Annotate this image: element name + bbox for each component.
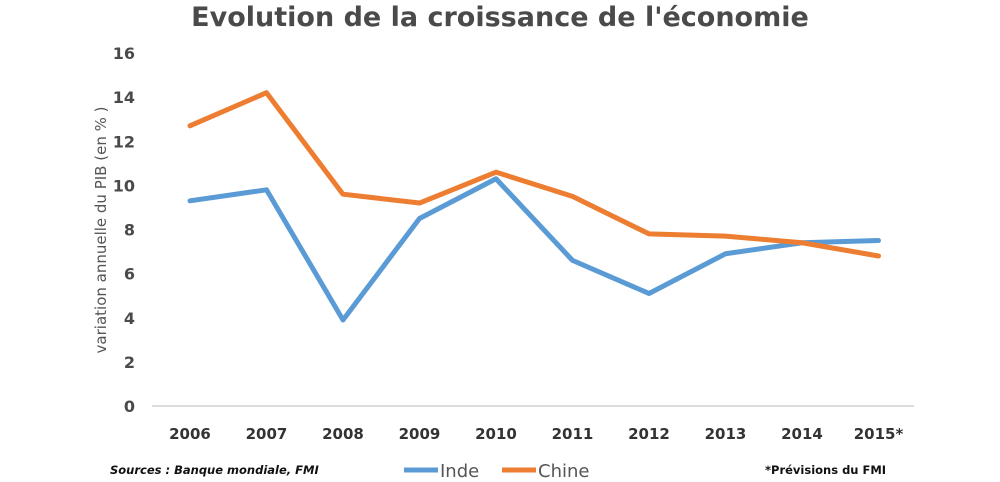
data-point-chine <box>188 123 193 128</box>
x-tick-label: 2007 <box>246 425 288 443</box>
data-point-inde <box>264 187 269 192</box>
data-point-inde <box>723 251 728 256</box>
x-tick-label: 2011 <box>552 425 594 443</box>
series-lines <box>187 90 881 323</box>
x-tick-label: 2010 <box>475 425 517 443</box>
data-point-chine <box>570 194 575 199</box>
data-point-chine <box>723 234 728 239</box>
data-point-inde <box>570 258 575 263</box>
y-axis-label: variation annuelle du PIB (en % ) <box>92 107 110 354</box>
data-point-chine <box>800 240 805 245</box>
x-tick-label: 2014 <box>781 425 823 443</box>
legend-label-chine: Chine <box>538 461 589 482</box>
data-point-inde <box>494 176 499 181</box>
data-point-chine <box>494 170 499 175</box>
data-point-inde <box>417 216 422 221</box>
series-line-inde <box>187 176 881 323</box>
y-tick-label: 12 <box>113 132 135 151</box>
x-tick-label: 2012 <box>628 425 670 443</box>
chart-title: Evolution de la croissance de l'économie <box>191 2 809 33</box>
data-point-inde <box>341 317 346 322</box>
data-point-chine <box>341 192 346 197</box>
x-tick-label: 2013 <box>705 425 747 443</box>
y-tick-label: 4 <box>124 309 135 328</box>
y-tick-label: 16 <box>113 44 135 63</box>
series-line-chine <box>187 90 881 259</box>
legend: Inde Chine <box>404 461 589 482</box>
data-point-chine <box>417 201 422 206</box>
data-point-chine <box>647 231 652 236</box>
data-point-chine <box>264 90 269 95</box>
y-tick-label: 10 <box>113 176 135 195</box>
y-axis-ticks: 0 2 4 6 8 10 12 14 16 <box>113 44 135 416</box>
x-tick-label: 2015* <box>854 425 904 443</box>
y-tick-label: 14 <box>113 88 135 107</box>
y-tick-label: 6 <box>124 265 135 284</box>
x-tick-label: 2008 <box>322 425 364 443</box>
x-tick-label: 2009 <box>399 425 441 443</box>
x-tick-label: 2006 <box>169 425 211 443</box>
y-tick-label: 0 <box>124 397 135 416</box>
y-tick-label: 8 <box>124 221 135 240</box>
x-axis-ticks: 2006 2007 2008 2009 2010 2011 2012 2013 2014 2015… <box>169 425 903 443</box>
y-tick-label: 2 <box>124 353 135 372</box>
legend-label-inde: Inde <box>440 461 479 482</box>
source-note: Sources : Banque mondiale, FMI <box>110 463 319 477</box>
data-point-inde <box>876 238 881 243</box>
data-point-inde <box>188 198 193 203</box>
data-point-inde <box>647 291 652 296</box>
forecast-note: *Prévisions du FMI <box>765 463 886 477</box>
data-point-chine <box>876 253 881 258</box>
